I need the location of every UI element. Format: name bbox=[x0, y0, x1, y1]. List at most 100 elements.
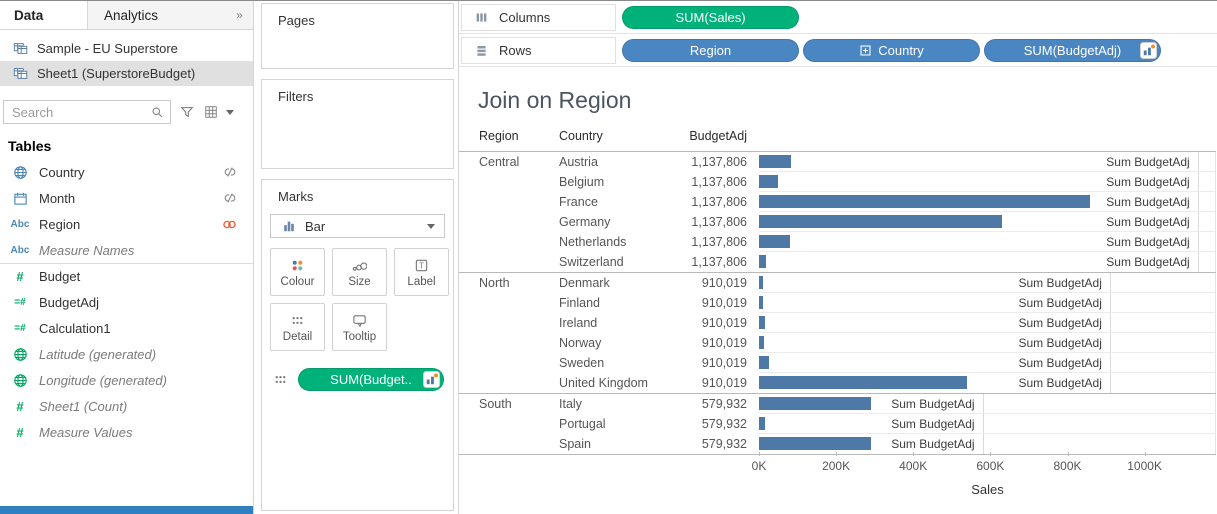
marks-colour-button[interactable]: Colour bbox=[270, 248, 325, 296]
budgetadj-cell: 579,932 bbox=[701, 397, 747, 411]
axis-tick bbox=[913, 452, 915, 456]
pill-sum-budgetadj-marks[interactable]: SUM(Budget.. bbox=[298, 368, 444, 391]
field-label: Calculation1 bbox=[39, 320, 111, 336]
country-cell: United Kingdom bbox=[559, 376, 648, 390]
pill-sum-budgetadj[interactable]: SUM(BudgetAdj) bbox=[984, 38, 1161, 62]
field-abc-icon: Abc bbox=[10, 244, 30, 256]
field-budgetadj[interactable]: =# BudgetAdj bbox=[0, 289, 253, 315]
sales-bar[interactable] bbox=[759, 316, 766, 329]
field-hash-icon: # bbox=[16, 269, 24, 284]
field-latitude-generated[interactable]: Latitude (generated) bbox=[0, 341, 253, 367]
field-budget[interactable]: # Budget bbox=[0, 263, 253, 289]
budget-reference-line bbox=[1109, 313, 1111, 332]
collapse-pane-icon[interactable]: » bbox=[226, 1, 253, 29]
viz-row: Norway 910,019 Sum BudgetAdj bbox=[459, 333, 1216, 353]
sales-bar[interactable] bbox=[759, 376, 968, 389]
country-cell: Belgium bbox=[559, 175, 605, 189]
sales-bar[interactable] bbox=[759, 397, 872, 410]
filter-funnel-icon[interactable] bbox=[178, 104, 195, 121]
view-grid-icon[interactable] bbox=[202, 104, 219, 121]
pill-sum-sales[interactable]: SUM(Sales) bbox=[622, 5, 799, 29]
region-cell bbox=[459, 313, 549, 333]
region-group-central: Central Austria 1,137,806 Sum BudgetAdj Belg… bbox=[459, 151, 1216, 272]
pane-tabs: Data Analytics » bbox=[0, 1, 253, 30]
budget-reference-line bbox=[982, 434, 984, 454]
region-cell: North bbox=[479, 276, 510, 290]
search-icon bbox=[149, 104, 166, 121]
mark-type-dropdown[interactable]: Bar bbox=[270, 214, 445, 238]
sales-bar[interactable] bbox=[759, 296, 763, 309]
budgetadj-cell: 910,019 bbox=[701, 316, 747, 330]
marks-tooltip-button[interactable]: Tooltip bbox=[332, 303, 387, 351]
axis-tick-label: 600K bbox=[976, 459, 1005, 473]
pages-card[interactable]: Pages bbox=[261, 3, 454, 69]
tab-data[interactable]: Data bbox=[0, 1, 88, 29]
tab-analytics[interactable]: Analytics bbox=[88, 1, 226, 29]
plot-cell: Sum BudgetAdj bbox=[759, 394, 1216, 414]
country-cell: Ireland bbox=[559, 316, 598, 330]
sheet-title: Join on Region bbox=[478, 87, 632, 113]
field-label: Sheet1 (Count) bbox=[39, 398, 128, 414]
data-source-sample-eu-superstore[interactable]: Sample - EU Superstore bbox=[0, 36, 253, 61]
columns-shelf[interactable]: Columns SUM(Sales) bbox=[459, 1, 1217, 34]
marks-size-button[interactable]: Size bbox=[332, 248, 387, 296]
bar-label: Sum BudgetAdj bbox=[891, 437, 975, 451]
sales-bar[interactable] bbox=[759, 437, 871, 450]
link-icon bbox=[222, 217, 237, 232]
plot-cell: Sum BudgetAdj bbox=[759, 192, 1216, 212]
search-input[interactable]: Search bbox=[3, 100, 171, 124]
sales-bar[interactable] bbox=[759, 235, 791, 248]
pill-region[interactable]: Region bbox=[622, 38, 799, 62]
country-cell: Finland bbox=[559, 296, 600, 310]
pill-country[interactable]: Country bbox=[803, 38, 980, 62]
field-region[interactable]: Abc Region bbox=[0, 211, 253, 237]
field-country[interactable]: Country bbox=[0, 159, 253, 185]
marks-label-button[interactable]: T Label bbox=[394, 248, 449, 296]
budgetadj-cell: 1,137,806 bbox=[691, 155, 747, 169]
budget-reference-line bbox=[1109, 333, 1111, 352]
bar-label: Sum BudgetAdj bbox=[1106, 155, 1190, 169]
data-source-sheet1-superstorebudget[interactable]: Sheet1 (SuperstoreBudget) bbox=[0, 61, 253, 86]
budget-reference-line bbox=[1109, 373, 1111, 393]
field-month[interactable]: Month bbox=[0, 185, 253, 211]
tables-header: Tables bbox=[8, 138, 52, 154]
plus-box-icon bbox=[859, 44, 872, 57]
country-cell: Sweden bbox=[559, 356, 605, 370]
budget-reference-line bbox=[1109, 273, 1111, 292]
axis-tick bbox=[990, 452, 992, 456]
marks-detail-button[interactable]: Detail bbox=[270, 303, 325, 351]
filters-card[interactable]: Filters bbox=[261, 79, 454, 169]
field-measure-values[interactable]: # Measure Values bbox=[0, 419, 253, 445]
sales-bar[interactable] bbox=[759, 356, 770, 369]
sales-bar[interactable] bbox=[759, 276, 763, 289]
rows-shelf[interactable]: Rows Region Country SUM(BudgetAdj) bbox=[459, 34, 1217, 67]
budgetadj-cell: 579,932 bbox=[701, 437, 747, 451]
field-measure-names[interactable]: Abc Measure Names bbox=[0, 237, 253, 263]
budgetadj-cell: 910,019 bbox=[701, 276, 747, 290]
chevron-down-icon bbox=[427, 223, 435, 229]
budget-reference-line bbox=[1109, 353, 1111, 372]
sales-bar[interactable] bbox=[759, 417, 766, 430]
field-sheet1-count[interactable]: # Sheet1 (Count) bbox=[0, 393, 253, 419]
axis-tick bbox=[1067, 452, 1069, 456]
sales-bar[interactable] bbox=[759, 255, 766, 268]
sales-bar[interactable] bbox=[759, 215, 1002, 228]
sales-bar[interactable] bbox=[759, 195, 1091, 208]
field-longitude-generated[interactable]: Longitude (generated) bbox=[0, 367, 253, 393]
table-header: Region Country BudgetAdj bbox=[459, 129, 759, 143]
sales-bar[interactable] bbox=[759, 336, 764, 349]
region-cell bbox=[459, 172, 549, 192]
columns-label-text: Columns bbox=[499, 9, 551, 25]
budgetadj-cell: 1,137,806 bbox=[691, 175, 747, 189]
detail-icon bbox=[272, 371, 289, 388]
rows-label-text: Rows bbox=[499, 42, 532, 58]
sales-bar[interactable] bbox=[759, 175, 778, 188]
budget-reference-line bbox=[982, 414, 984, 433]
data-source-label: Sheet1 (SuperstoreBudget) bbox=[37, 66, 196, 81]
viz-row: Sweden 910,019 Sum BudgetAdj bbox=[459, 353, 1216, 373]
chevron-down-icon[interactable] bbox=[226, 109, 234, 115]
sales-bar[interactable] bbox=[759, 155, 792, 168]
budget-reference-line bbox=[1197, 212, 1199, 231]
field-calculation1[interactable]: =# Calculation1 bbox=[0, 315, 253, 341]
horizontal-scrollbar[interactable] bbox=[0, 506, 253, 514]
